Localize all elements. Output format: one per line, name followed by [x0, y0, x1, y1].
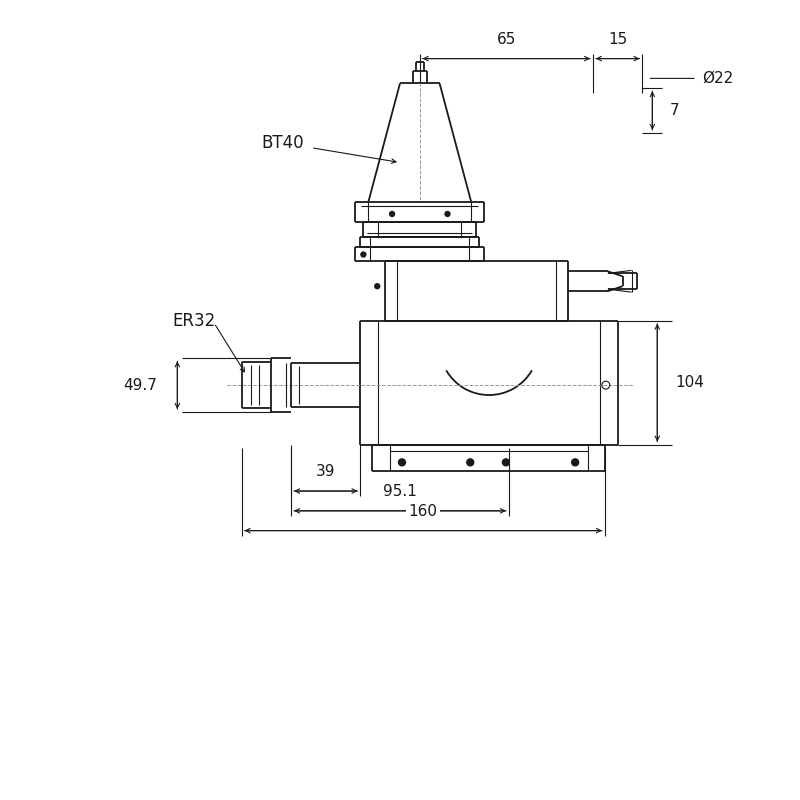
Circle shape [572, 459, 578, 466]
Text: ER32: ER32 [172, 312, 216, 330]
Text: Ø22: Ø22 [702, 71, 733, 86]
Text: 49.7: 49.7 [124, 378, 158, 393]
Text: 15: 15 [608, 32, 627, 46]
Text: 104: 104 [675, 375, 704, 390]
Text: BT40: BT40 [262, 134, 304, 152]
Circle shape [390, 211, 394, 217]
Text: 95.1: 95.1 [383, 484, 417, 499]
Text: 7: 7 [670, 103, 680, 118]
Text: 65: 65 [497, 32, 516, 46]
Circle shape [502, 459, 510, 466]
Circle shape [361, 252, 366, 257]
Text: 39: 39 [316, 464, 335, 479]
Circle shape [445, 211, 450, 217]
Text: 160: 160 [409, 504, 438, 518]
Circle shape [466, 459, 474, 466]
Circle shape [374, 284, 380, 289]
Circle shape [398, 459, 406, 466]
